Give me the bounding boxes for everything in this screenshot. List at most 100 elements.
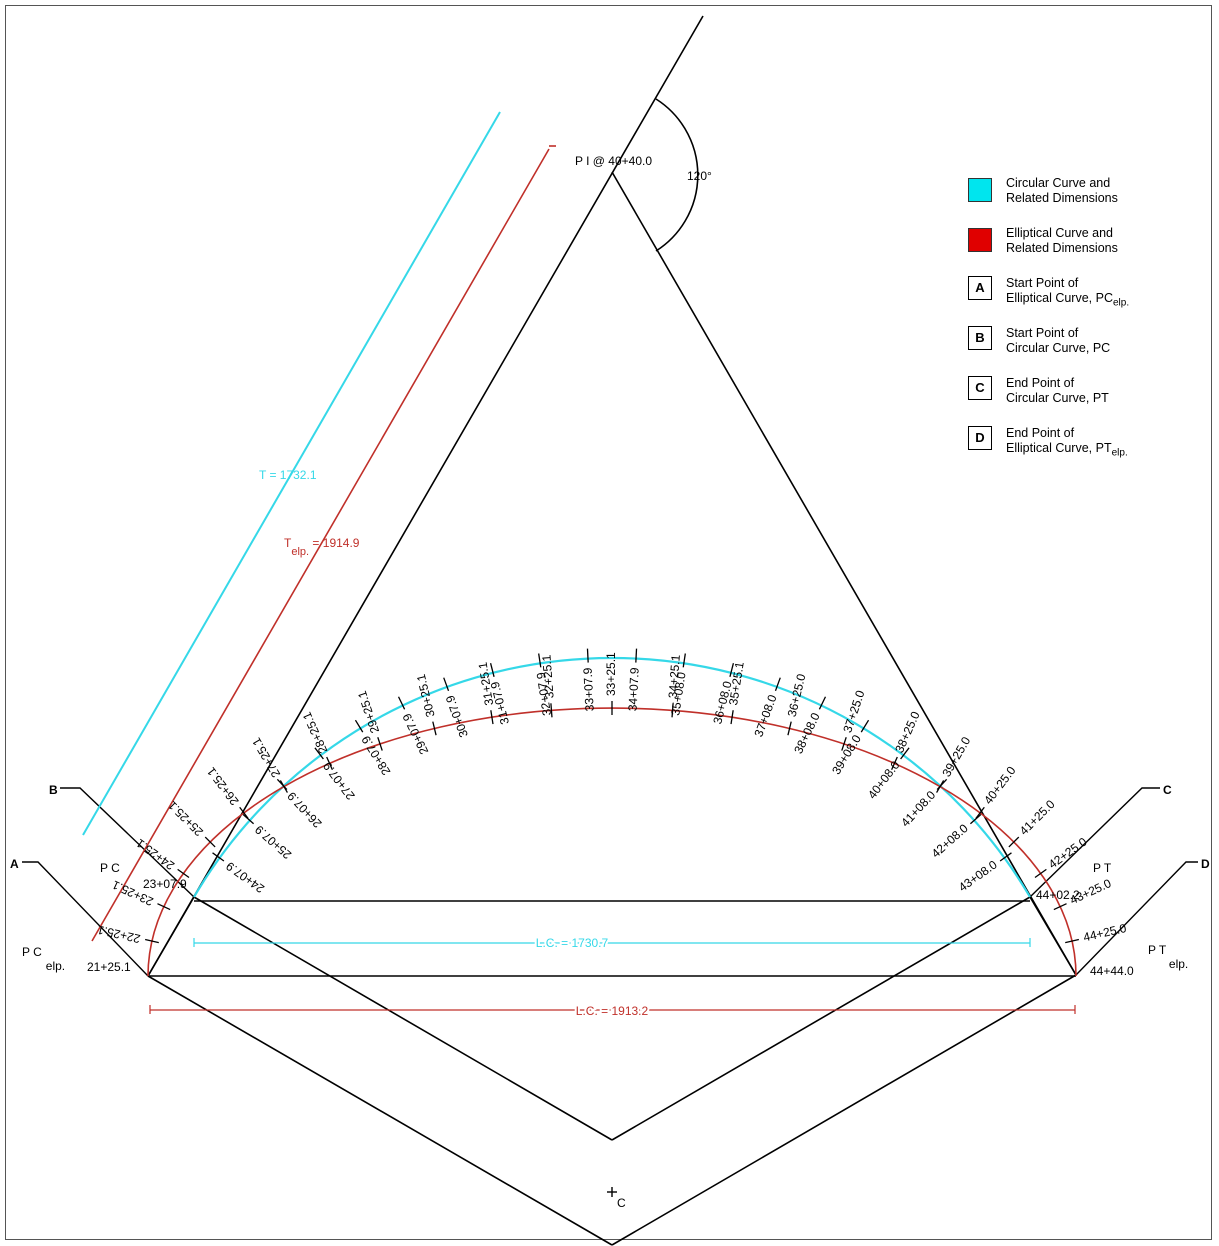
circular-station-label: 30+07.9 bbox=[443, 693, 471, 739]
center-point-marker: C bbox=[607, 1187, 626, 1210]
station-pc-elp: 21+25.1 bbox=[87, 960, 131, 974]
legend-circular: Circular Curve and Related Dimensions bbox=[966, 176, 1206, 226]
key-b-leader bbox=[60, 787, 195, 898]
elliptical-station-label: 32+25.1 bbox=[539, 654, 556, 699]
elliptical-tick bbox=[671, 703, 674, 718]
circular-tick bbox=[729, 663, 735, 677]
elliptical-tick bbox=[1065, 938, 1079, 944]
pt-label: P T bbox=[1093, 861, 1112, 875]
circular-station-label: 41+08.0 bbox=[898, 788, 938, 830]
elliptical-tick bbox=[239, 806, 249, 819]
circular-curve bbox=[193, 656, 1031, 898]
circular-tangent-dimension bbox=[82, 111, 501, 836]
key-letter-d: D bbox=[1201, 857, 1210, 871]
pi-label: P I @ 40+40.0 bbox=[575, 154, 652, 168]
circular-station-label: 26+07.9 bbox=[284, 789, 324, 831]
elliptical-station-label: 27+25.1 bbox=[249, 735, 283, 780]
elliptical-station-label: 22+25.1 bbox=[96, 923, 142, 946]
legend-key-a: A bbox=[968, 276, 992, 300]
angle-label: 120° bbox=[687, 169, 712, 183]
legend-a-line1: Start Point of bbox=[1006, 276, 1079, 290]
pt-to-ptelp-line bbox=[1029, 896, 1077, 976]
elliptical-swatch bbox=[968, 228, 992, 252]
elliptical-station-label: 42+25.0 bbox=[1046, 834, 1090, 871]
elliptical-tick bbox=[490, 710, 494, 725]
elliptical-long-chord-label: L.C. = 1913.2 bbox=[576, 1004, 649, 1018]
circular-station-label: 37+08.0 bbox=[751, 693, 779, 739]
key-letter-c: C bbox=[1163, 783, 1172, 797]
legend-elliptical: Elliptical Curve and Related Dimensions bbox=[966, 226, 1206, 276]
elliptical-station-label: 38+25.0 bbox=[892, 709, 923, 755]
circular-tick bbox=[774, 677, 781, 692]
legend-b-line1: Start Point of bbox=[1006, 326, 1079, 340]
station-pt-elp: 44+44.0 bbox=[1090, 964, 1134, 978]
circular-station-label: 35+08.0 bbox=[668, 671, 688, 717]
legend-elliptical-line2: Related Dimensions bbox=[1006, 241, 1118, 255]
circular-tick bbox=[354, 719, 364, 733]
elliptical-tick bbox=[936, 780, 945, 793]
elliptical-tick bbox=[891, 756, 898, 771]
circular-tick bbox=[900, 747, 910, 760]
elliptical-station-label: 24+25.1 bbox=[133, 836, 177, 873]
pc-label: P C bbox=[100, 861, 120, 875]
elliptical-station-ticks bbox=[145, 701, 1079, 944]
circular-tangent-label: T = 1732.1 bbox=[259, 468, 317, 482]
legend-key-c: C bbox=[968, 376, 992, 400]
elliptical-tangent-dimension bbox=[91, 148, 550, 942]
elliptical-station-label: 28+25.1 bbox=[300, 710, 331, 756]
circular-tick bbox=[314, 747, 324, 760]
elliptical-tick bbox=[550, 703, 553, 718]
key-d-leader bbox=[1075, 861, 1198, 976]
elliptical-tick bbox=[177, 868, 190, 879]
legend-circular-line2: Related Dimensions bbox=[1006, 191, 1118, 205]
circular-tick bbox=[586, 648, 589, 663]
elliptical-tick bbox=[326, 756, 333, 771]
pcelp-to-pc-line bbox=[147, 896, 195, 977]
elliptical-station-label: 44+25.0 bbox=[1082, 921, 1128, 944]
legend-d-sub: elp. bbox=[1111, 447, 1128, 459]
radius-pcelp-line bbox=[147, 975, 613, 1246]
legend-d-line1: End Point of bbox=[1006, 426, 1075, 440]
elliptical-tangent-label: Telp. = 1914.9 bbox=[284, 536, 360, 558]
elliptical-tick bbox=[279, 780, 288, 793]
elliptical-tick bbox=[204, 836, 216, 848]
circular-long-chord-label: L.C. = 1730.7 bbox=[536, 936, 609, 950]
circular-tick bbox=[860, 719, 870, 733]
radius-ptelp-line bbox=[611, 974, 1077, 1246]
circular-tick bbox=[397, 696, 406, 710]
legend-d: D End Point of Elliptical Curve, PTelp. bbox=[966, 426, 1206, 476]
elliptical-station-label: 26+25.1 bbox=[204, 764, 242, 808]
elliptical-station-label: 34+25.1 bbox=[666, 654, 683, 699]
circular-station-label: 43+08.0 bbox=[956, 857, 1000, 894]
circular-tick bbox=[489, 663, 495, 677]
legend-d-line2: Elliptical Curve, PT bbox=[1006, 441, 1112, 455]
circular-tick bbox=[212, 852, 225, 862]
circular-station-label: 33+07.9 bbox=[581, 667, 597, 712]
legend-a-line2: Elliptical Curve, PC bbox=[1006, 291, 1113, 305]
elliptical-tick bbox=[730, 710, 734, 725]
station-pt: 44+02.2 bbox=[1036, 888, 1080, 902]
key-a-leader bbox=[22, 861, 149, 977]
legend-elliptical-line1: Elliptical Curve and bbox=[1006, 226, 1113, 240]
elliptical-station-label: 36+25.0 bbox=[785, 672, 809, 718]
legend-b: B Start Point of Circular Curve, PC bbox=[966, 326, 1206, 376]
circular-station-label: 39+08.0 bbox=[829, 732, 864, 777]
elliptical-tick bbox=[975, 806, 985, 819]
circular-station-label: 34+07.9 bbox=[626, 667, 642, 712]
key-letter-b: B bbox=[49, 783, 58, 797]
legend-c-line2: Circular Curve, PT bbox=[1006, 391, 1109, 405]
elliptical-tick bbox=[145, 938, 159, 944]
elliptical-tick bbox=[787, 721, 792, 736]
circular-swatch bbox=[968, 178, 992, 202]
circular-tick bbox=[969, 813, 982, 825]
circular-tick bbox=[242, 813, 255, 825]
circular-tick bbox=[818, 696, 827, 710]
elliptical-station-label: 39+25.0 bbox=[939, 734, 973, 779]
circular-station-label: 27+07.9 bbox=[320, 759, 358, 803]
circular-station-label: 40+08.0 bbox=[865, 758, 903, 802]
legend-c-line1: End Point of bbox=[1006, 376, 1075, 390]
circular-station-label: 32+07.9 bbox=[534, 671, 554, 717]
circular-station-label: 24+07.9 bbox=[223, 859, 267, 896]
circular-tick bbox=[999, 852, 1012, 862]
